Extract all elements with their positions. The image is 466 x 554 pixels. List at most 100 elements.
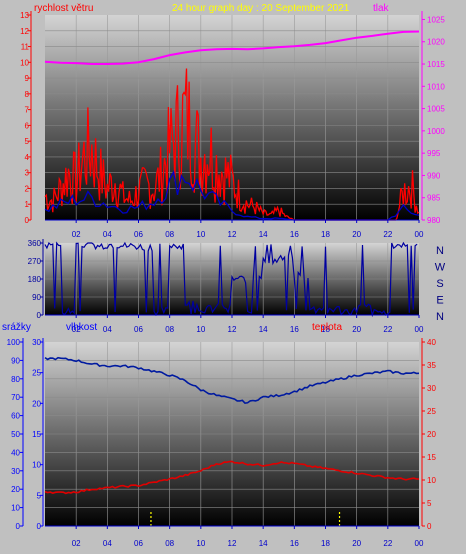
x-tick-label: 06 [134, 230, 143, 239]
panel-3-x-axis: 02 04 06 08 10 12 14 16 18 20 22 00 [45, 525, 424, 548]
pressure-label: tlak [373, 3, 390, 14]
humidity-axis: 0 5 10 15 20 25 30 [32, 338, 44, 531]
y-tick-label: 1020 [427, 38, 445, 47]
panel-2-x-axis: 02 04 06 08 10 12 14 16 18 20 22 00 [45, 314, 424, 334]
x-tick-label: 18 [321, 230, 330, 239]
y-tick-label: 12 [20, 27, 29, 36]
y-tick-label: 0 [37, 522, 42, 531]
x-tick-label: 00 [415, 325, 424, 334]
y-tick-label: 20 [11, 485, 20, 494]
x-tick-label: 08 [165, 539, 174, 548]
y-tick-label: 7 [25, 106, 30, 115]
y-tick-label: 10 [427, 476, 436, 485]
y-tick-label: 985 [427, 194, 441, 203]
x-tick-label: 18 [321, 325, 330, 334]
panel-1-x-axis: 02 04 06 08 10 12 14 16 18 20 22 00 [45, 219, 424, 239]
y-tick-label: 10 [32, 461, 41, 470]
compass-label-N: N [436, 245, 444, 257]
y-tick-label: 60 [11, 412, 20, 421]
y-tick-label: 40 [11, 448, 20, 457]
y-tick-label: 100 [7, 338, 21, 347]
x-tick-label: 00 [415, 539, 424, 548]
x-tick-label: 18 [321, 539, 330, 548]
y-tick-label: 40 [427, 338, 436, 347]
y-tick-label: 1005 [427, 105, 445, 114]
panel-1-grid [45, 15, 419, 220]
x-tick-label: 12 [228, 230, 237, 239]
x-tick-label: 22 [383, 325, 392, 334]
x-tick-label: 06 [134, 325, 143, 334]
y-tick-label: 5 [427, 499, 432, 508]
x-tick-label: 20 [352, 325, 361, 334]
y-tick-label: 10 [11, 504, 20, 513]
x-tick-label: 06 [134, 539, 143, 548]
x-tick-label: 16 [290, 539, 299, 548]
y-tick-label: 0 [427, 522, 432, 531]
y-tick-label: 10 [20, 58, 29, 67]
x-tick-label: 16 [290, 230, 299, 239]
y-tick-label: 1025 [427, 15, 445, 24]
panel-3-series [44, 356, 420, 526]
x-tick-label: 10 [196, 325, 205, 334]
chart-title: 24 hour graph day : 20 September 2021 [172, 3, 350, 14]
y-tick-label: 50 [11, 430, 20, 439]
rain-axis: 0 10 20 30 40 50 60 70 80 90 100 [7, 338, 24, 531]
y-tick-label: 80 [11, 375, 20, 384]
x-tick-label: 00 [415, 230, 424, 239]
y-tick-label: 30 [427, 384, 436, 393]
x-tick-label: 04 [103, 230, 112, 239]
y-tick-label: 2 [25, 184, 30, 193]
pressure-axis: 980 985 990 995 1000 1005 1010 1015 1020 1025 [421, 11, 445, 225]
compass-label-E: E [436, 295, 443, 307]
compass-label-W: W [435, 262, 446, 274]
y-tick-label: 15 [32, 430, 41, 439]
x-tick-label: 22 [383, 230, 392, 239]
y-tick-label: 90 [32, 293, 41, 302]
y-tick-label: 1015 [427, 60, 445, 69]
y-tick-label: 5 [25, 137, 30, 146]
y-tick-label: 5 [37, 491, 42, 500]
compass-label-S: S [436, 278, 443, 290]
direction-axis: 0 90 180 270 360 [28, 239, 44, 320]
temperature-line [44, 460, 420, 495]
y-tick-label: 25 [32, 369, 41, 378]
y-tick-label: 15 [427, 453, 436, 462]
x-tick-label: 14 [259, 325, 268, 334]
x-tick-label: 20 [352, 539, 361, 548]
y-tick-label: 13 [20, 11, 29, 20]
y-tick-label: 90 [11, 356, 20, 365]
x-tick-label: 14 [259, 230, 268, 239]
x-tick-label: 16 [290, 325, 299, 334]
pressure-line [44, 30, 420, 65]
rain-label: srážky [2, 322, 31, 333]
x-tick-label: 22 [383, 539, 392, 548]
x-tick-label: 08 [165, 230, 174, 239]
x-tick-label: 12 [228, 325, 237, 334]
x-tick-label: 10 [196, 230, 205, 239]
y-tick-label: 11 [21, 43, 30, 52]
x-tick-label: 02 [72, 230, 81, 239]
y-tick-label: 980 [427, 216, 441, 225]
panel-2-series [44, 241, 418, 318]
x-tick-label: 08 [165, 325, 174, 334]
compass-label-N: N [436, 311, 444, 323]
y-tick-label: 270 [28, 257, 42, 266]
x-tick-label: 04 [103, 325, 112, 334]
x-tick-label: 10 [196, 539, 205, 548]
y-tick-label: 35 [427, 361, 436, 370]
y-tick-label: 360 [28, 239, 42, 248]
y-tick-label: 1 [25, 200, 30, 209]
y-tick-label: 0 [16, 522, 21, 531]
y-tick-label: 30 [32, 338, 41, 347]
wind-speed-label: rychlost větru [34, 3, 93, 14]
x-tick-label: 02 [72, 325, 81, 334]
y-tick-label: 30 [11, 467, 20, 476]
y-tick-label: 8 [25, 90, 30, 99]
y-tick-label: 6 [25, 121, 30, 130]
humidity-line [44, 356, 420, 405]
y-tick-label: 20 [32, 399, 41, 408]
y-tick-label: 20 [427, 430, 436, 439]
y-tick-label: 990 [427, 171, 441, 180]
x-tick-label: 04 [103, 539, 112, 548]
